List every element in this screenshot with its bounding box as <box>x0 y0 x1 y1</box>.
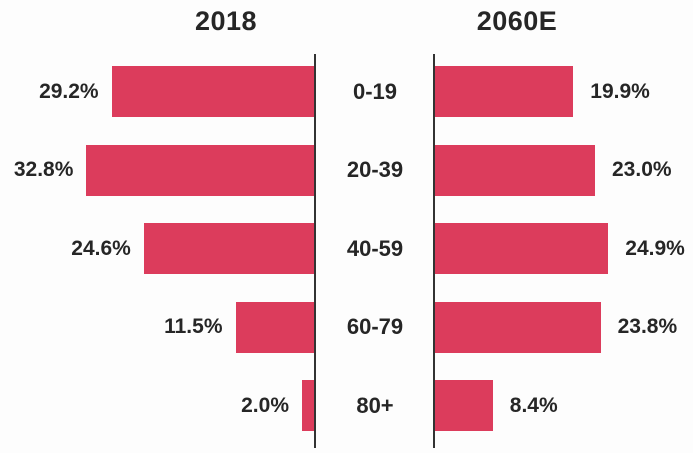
left-value-label: 32.8% <box>13 158 74 181</box>
right-axis-line <box>433 54 435 448</box>
right-bar <box>434 301 601 353</box>
left-bar <box>111 66 316 117</box>
right-bar-cell: 23.8% <box>434 301 693 353</box>
right-bar <box>434 223 609 274</box>
chart-row: 32.8% 20-39 23.0% <box>0 144 693 196</box>
age-group-label: 0-19 <box>352 78 398 104</box>
chart-row: 2.0% 80+ 8.4% <box>0 380 693 431</box>
age-group-label: 60-79 <box>346 314 404 339</box>
chart-row: 11.5% 60-79 23.8% <box>0 301 693 353</box>
left-bar <box>143 223 316 274</box>
right-value-label: 19.9% <box>590 79 650 103</box>
right-bar-cell: 23.0% <box>434 144 693 196</box>
left-bar <box>302 380 316 431</box>
right-bar <box>434 380 493 431</box>
left-bar-cell: 2.0% <box>0 380 316 431</box>
left-bar-cell: 24.6% <box>0 223 316 274</box>
left-bar <box>235 301 316 353</box>
right-bar-cell: 24.9% <box>434 223 693 274</box>
left-axis-line <box>314 54 316 448</box>
age-group-label: 40-59 <box>346 235 404 261</box>
left-bar <box>86 144 316 196</box>
left-bar-cell: 29.2% <box>0 66 316 117</box>
left-bar-cell: 11.5% <box>0 301 316 353</box>
left-value-label: 2.0% <box>241 393 289 417</box>
right-bar-cell: 8.4% <box>434 380 693 431</box>
right-value-label: 23.8% <box>617 315 678 338</box>
right-value-label: 8.4% <box>509 393 558 417</box>
left-value-label: 29.2% <box>39 79 99 103</box>
right-value-label: 23.0% <box>612 158 672 181</box>
chart-row: 24.6% 40-59 24.9% <box>0 223 693 274</box>
left-value-label: 24.6% <box>71 236 131 260</box>
age-group-label: 20-39 <box>346 157 404 182</box>
right-bar-cell: 19.9% <box>434 66 693 117</box>
right-value-label: 24.9% <box>625 236 685 260</box>
left-value-label: 11.5% <box>164 315 223 338</box>
left-series-header: 2018 <box>194 6 258 36</box>
right-series-header: 2060E <box>476 6 558 36</box>
left-bar-cell: 32.8% <box>0 144 316 196</box>
right-bar <box>434 144 595 196</box>
right-bar <box>434 66 574 117</box>
chart-rows: 29.2% 0-19 19.9% 32.8% 20-39 23.0% 24.6%… <box>0 66 693 431</box>
chart-row: 29.2% 0-19 19.9% <box>0 66 693 117</box>
age-group-label: 80+ <box>356 392 394 418</box>
